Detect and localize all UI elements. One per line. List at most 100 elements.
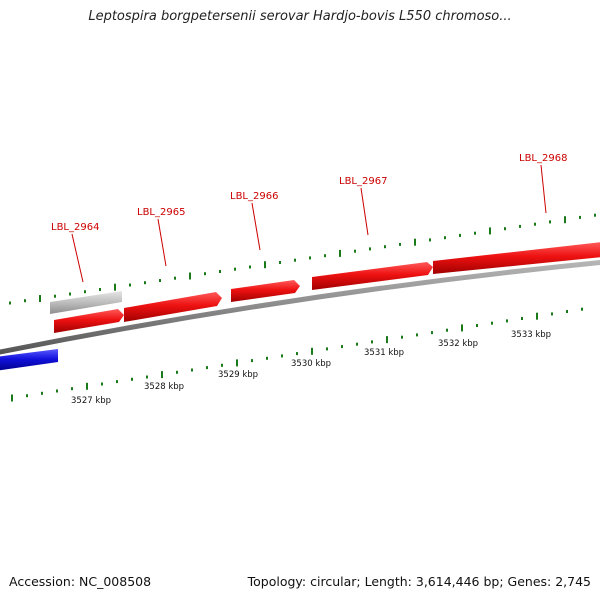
minor-tick (249, 265, 251, 269)
minor-tick (191, 368, 193, 372)
minor-tick (176, 370, 178, 374)
minor-tick (566, 310, 568, 313)
minor-tick (221, 363, 223, 367)
scale-label-3531: 3531 kbp (364, 348, 404, 358)
minor-tick (459, 233, 461, 237)
minor-tick (506, 319, 508, 323)
minor-tick (56, 389, 58, 393)
minor-tick (581, 307, 583, 311)
minor-tick (384, 245, 386, 249)
minor-tick (491, 321, 493, 325)
gene-arrow-lbl-2967[interactable] (312, 262, 433, 290)
major-tick (114, 283, 116, 291)
minor-tick (159, 279, 161, 282)
major-tick (386, 336, 388, 344)
major-tick (536, 312, 538, 320)
scale-label-3533: 3533 kbp (511, 330, 551, 340)
gene-label-lbl-2966[interactable]: LBL_2966 (230, 191, 278, 202)
major-tick (264, 261, 266, 269)
major-tick (461, 324, 463, 332)
map-title: Leptospira borgpetersenii serovar Hardjo… (88, 9, 512, 24)
minor-tick (579, 215, 581, 219)
minor-tick (474, 231, 476, 235)
minor-tick (234, 267, 236, 271)
minor-tick (279, 261, 281, 264)
minor-tick (206, 366, 208, 370)
minor-tick (594, 213, 596, 217)
minor-tick (444, 236, 446, 240)
minor-tick (416, 333, 418, 337)
gene-arrow-lbl-2965[interactable] (124, 292, 222, 322)
major-tick (236, 359, 238, 367)
gene-label-lbl-2965[interactable]: LBL_2965 (137, 207, 185, 218)
major-tick (564, 216, 566, 224)
accession-text: Accession: NC_008508 (9, 574, 152, 589)
minor-tick (251, 359, 253, 363)
genome-summary-text: Topology: circular; Length: 3,614,446 bp… (247, 574, 591, 589)
minor-tick (54, 294, 56, 298)
minor-tick (84, 290, 86, 294)
minor-tick (296, 352, 298, 356)
minor-tick (431, 331, 433, 335)
minor-tick (101, 382, 103, 386)
scale-label-3529: 3529 kbp (218, 370, 258, 380)
minor-tick (131, 377, 133, 381)
minor-tick (371, 340, 373, 344)
gene-arrow-lbl-2968[interactable] (433, 242, 600, 274)
major-tick (414, 238, 416, 246)
minor-tick (219, 270, 221, 273)
minor-tick (41, 391, 43, 395)
grey-feature (50, 291, 122, 314)
minor-tick (69, 292, 71, 296)
minor-tick (309, 256, 311, 260)
major-tick (161, 371, 163, 379)
minor-tick (294, 258, 296, 262)
gene-arrow-lbl-2966[interactable] (231, 280, 300, 302)
gene-label-connectors (71, 164, 547, 283)
minor-tick (99, 288, 101, 291)
minor-tick (519, 224, 521, 228)
scale-label-3530: 3530 kbp (291, 359, 331, 369)
gene-arrow-lbl-2964[interactable] (54, 309, 124, 333)
minor-tick (9, 301, 11, 305)
gene-label-lbl-2968[interactable]: LBL_2968 (519, 153, 567, 164)
minor-tick (71, 387, 73, 391)
minor-tick (356, 342, 358, 346)
major-tick (311, 347, 313, 355)
scale-label-3532: 3532 kbp (438, 339, 478, 349)
gene-label-lbl-2964[interactable]: LBL_2964 (51, 222, 99, 233)
minor-tick (429, 238, 431, 242)
scale-label-3527: 3527 kbp (71, 396, 111, 406)
minor-tick (129, 283, 131, 287)
minor-tick (324, 254, 326, 258)
minor-tick (551, 312, 553, 316)
gene-label-lbl-2967[interactable]: LBL_2967 (339, 176, 387, 187)
scale-label-3528: 3528 kbp (144, 382, 184, 392)
major-tick (189, 272, 191, 280)
minor-tick (204, 272, 206, 276)
minor-tick (534, 222, 536, 226)
minor-tick (399, 242, 401, 246)
minor-tick (446, 328, 448, 332)
minor-tick (326, 347, 328, 351)
minor-tick (341, 345, 343, 349)
outer-tick-track (9, 213, 596, 305)
minor-tick (549, 220, 551, 224)
minor-tick (174, 276, 176, 280)
minor-tick (116, 380, 118, 384)
major-tick (86, 382, 88, 390)
inner-tick-track (11, 307, 583, 402)
major-tick (11, 394, 13, 402)
minor-tick (369, 247, 371, 251)
minor-tick (26, 394, 28, 398)
minor-tick (354, 249, 356, 253)
minor-tick (24, 299, 26, 303)
minor-tick (476, 324, 478, 327)
minor-tick (146, 375, 148, 379)
reverse-gene-arrow[interactable] (0, 349, 58, 371)
minor-tick (401, 335, 403, 339)
genome-backbone (0, 259, 600, 355)
minor-tick (144, 281, 146, 285)
minor-tick (266, 356, 268, 360)
